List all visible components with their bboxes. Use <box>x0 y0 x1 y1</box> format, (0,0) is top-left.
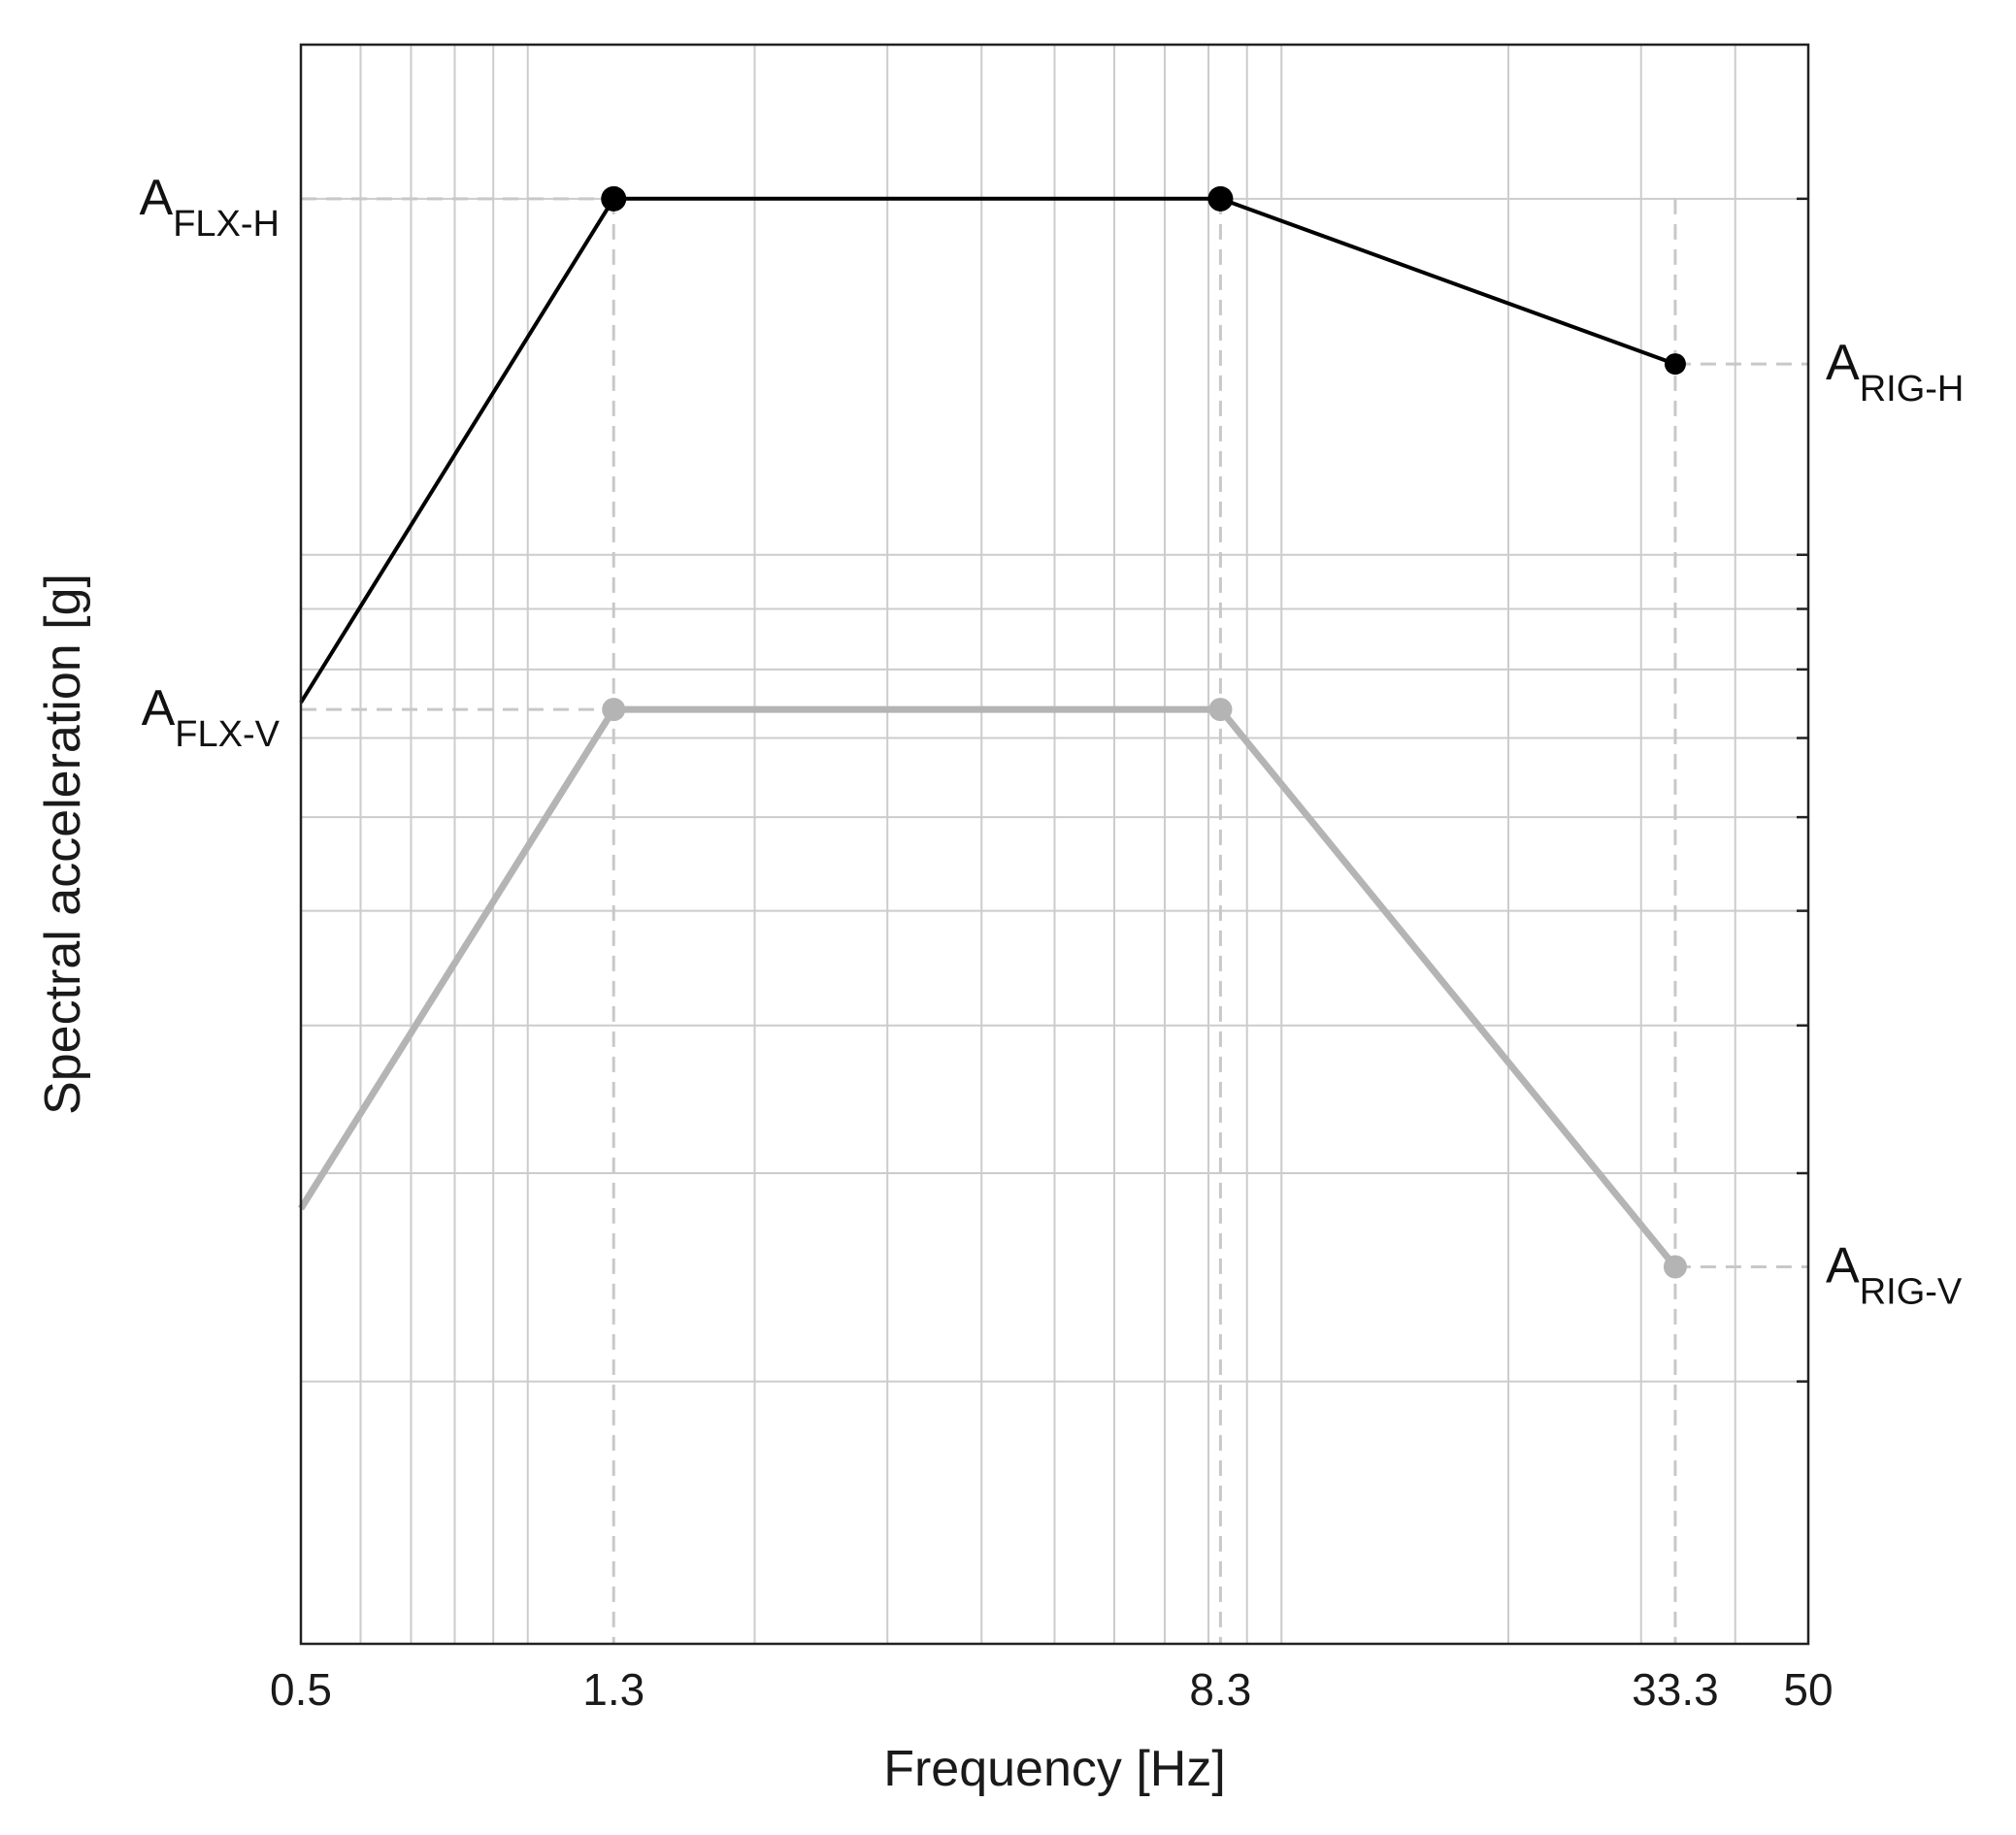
x-gridlines <box>359 45 1736 1644</box>
level-label: AFLX-V <box>142 680 281 755</box>
series-marker-2 <box>1663 1255 1687 1279</box>
y-gridlines <box>301 197 1808 1383</box>
x-tick-label: 1.3 <box>582 1664 644 1715</box>
x-tick-labels: 0.5 1.3 8.3 33.3 50 <box>270 1664 1834 1715</box>
x-tick-label: 8.3 <box>1189 1664 1251 1715</box>
series-marker-1 <box>1664 353 1686 376</box>
series-line-2 <box>298 705 1678 1269</box>
x-axis-title: Frequency [Hz] <box>883 1741 1226 1797</box>
level-labels: AFLX-H AFLX-V ARIG-H ARIG-V <box>140 170 1965 1313</box>
series-markers <box>601 185 1687 1279</box>
level-label: AFLX-H <box>140 170 280 245</box>
series-line-1 <box>299 196 1676 705</box>
series-marker-1 <box>601 185 627 212</box>
series-marker-2 <box>1208 698 1233 722</box>
x-tick-label: 50 <box>1783 1664 1833 1715</box>
series-marker-2 <box>602 698 626 722</box>
y-ticks <box>1797 197 1808 1383</box>
x-tick-label: 0.5 <box>270 1664 332 1715</box>
dashed-guides <box>301 197 1808 1644</box>
series-marker-1 <box>1207 185 1234 212</box>
plot-frame <box>299 43 1810 1646</box>
x-tick-label: 33.3 <box>1632 1664 1719 1715</box>
y-axis-title: Spectral acceleration [g] <box>35 573 91 1115</box>
level-label: ARIG-V <box>1826 1238 1963 1313</box>
level-label: ARIG-H <box>1826 335 1964 410</box>
series-lines <box>298 196 1678 1269</box>
